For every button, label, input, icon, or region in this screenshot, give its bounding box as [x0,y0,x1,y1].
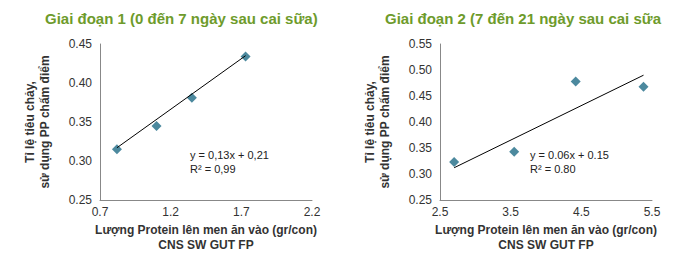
svg-text:Lượng Protein lên men ăn vào (: Lượng Protein lên men ăn vào (gr/con) [435,223,657,237]
svg-text:sử dụng PP chấm điểm: sử dụng PP chấm điểm [38,55,52,188]
svg-text:y = 0,13x + 0,21: y = 0,13x + 0,21 [190,149,269,161]
svg-text:1.7: 1.7 [233,205,250,219]
svg-text:Lượng Protein lên men ăn vào (: Lượng Protein lên men ăn vào (gr/con) [95,223,317,237]
svg-text:R² = 0.80: R² = 0.80 [530,163,576,175]
svg-text:3.5: 3.5 [502,205,519,219]
svg-text:0.30: 0.30 [409,167,433,181]
svg-text:2.2: 2.2 [304,205,321,219]
svg-text:CNS SW GUT FP: CNS SW GUT FP [498,238,593,252]
svg-text:CNS SW GUT FP: CNS SW GUT FP [158,238,253,252]
svg-text:0.45: 0.45 [409,89,433,103]
svg-text:sử dụng PP chấm điểm: sử dụng PP chấm điểm [378,55,392,188]
svg-text:R² = 0,99: R² = 0,99 [190,163,236,175]
svg-text:0.25: 0.25 [69,193,93,207]
svg-text:0.25: 0.25 [409,193,433,207]
svg-text:4.5: 4.5 [573,205,590,219]
svg-text:0.35: 0.35 [409,141,433,155]
svg-text:0.55: 0.55 [409,37,433,51]
svg-text:Tỉ lệ tiêu chảy,: Tỉ lệ tiêu chảy, [363,81,377,163]
svg-text:0.40: 0.40 [409,115,433,129]
svg-text:y = 0.06x + 0.15: y = 0.06x + 0.15 [530,149,609,161]
svg-text:5.5: 5.5 [644,205,661,219]
svg-text:Giai đoạn 1 (0 đến 7 ngày sau: Giai đoạn 1 (0 đến 7 ngày sau cai sữa) [45,10,318,27]
svg-text:0.35: 0.35 [69,115,93,129]
svg-text:0.50: 0.50 [409,63,433,77]
svg-text:Tỉ lệ tiêu chảy,: Tỉ lệ tiêu chảy, [23,81,37,163]
svg-text:Giai đoạn 2 (7 đến 21 ngày sau: Giai đoạn 2 (7 đến 21 ngày sau cai sữa [385,10,662,27]
svg-text:0.40: 0.40 [69,76,93,90]
svg-text:2.5: 2.5 [432,205,449,219]
svg-text:1.2: 1.2 [162,205,179,219]
svg-text:0.7: 0.7 [92,205,109,219]
svg-text:0.45: 0.45 [69,37,93,51]
svg-text:0.30: 0.30 [69,154,93,168]
